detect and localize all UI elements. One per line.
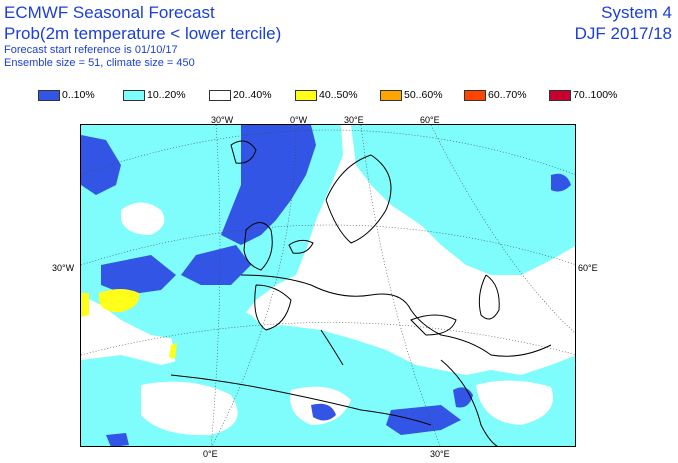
parallel-south [81,322,575,356]
blue-region-south-east [386,405,461,435]
legend-item-60-70: 60..70% [464,89,527,101]
graticule [81,125,575,446]
legend-label: 50..60% [404,89,443,101]
legend-item-50-60: 50..60% [380,89,443,101]
coord-label-right-60e: 60°E [578,263,598,273]
coord-label-top-60e: 60°E [420,115,440,125]
map-canvas [81,125,575,446]
legend-item-20-40: 20..40% [209,89,272,101]
yellow-region-small-2 [169,343,177,359]
coord-label-top-30w: 30°W [211,115,234,125]
legend-swatch [464,89,486,101]
blue-region-bottom-left [106,433,129,446]
yellow-region-small-1 [81,293,89,317]
legend-label: 70..100% [573,89,618,101]
legend-swatch [38,89,60,101]
meridian-0 [211,125,297,446]
white-pocket-1 [121,202,165,235]
parallel-north [81,129,575,176]
subtitle: Prob(2m temperature < lower tercile) [4,24,282,43]
legend-swatch [209,89,231,101]
blue-region-west [101,255,176,295]
cyan-region-mid [171,300,271,380]
white-pocket-6 [476,380,553,425]
meridian-30e [360,125,441,446]
white-pockets [121,133,561,436]
forecast-start-reference: Forecast start reference is 01/10/17 [4,44,178,56]
system-label: System 4 [601,3,672,22]
coord-label-bottom-30e: 30°E [430,449,450,459]
white-pocket-5 [371,275,561,370]
white-pocket-3 [141,381,238,436]
legend-item-0-10: 0..10% [38,89,95,101]
coast-iceland [288,239,314,254]
legend-item-70-100: 70..100% [549,89,617,101]
blue-region-atlantic [181,245,251,285]
ensemble-size: Ensemble size = 51, climate size = 450 [4,57,195,69]
legend-swatch [295,89,317,101]
cyan-region-north-east [351,125,575,275]
coast-italy [320,329,344,366]
blue-regions [81,125,571,446]
coast-greenland [230,140,257,164]
legend-label: 40..50% [319,89,358,101]
blue-region-north [221,125,316,245]
coord-label-top-0w: 0°W [290,115,308,125]
legend-swatch [123,89,145,101]
title: ECMWF Seasonal Forecast [4,3,215,22]
coord-label-bottom-0e: 0°E [203,449,218,459]
legend-label: 20..40% [233,89,272,101]
coast-north-africa [170,374,432,426]
legend-label: 0..10% [62,89,95,101]
coast-british-isles [243,222,273,271]
blue-region-far-east [551,173,571,192]
legend-label: 60..70% [488,89,527,101]
legend-swatch [549,89,571,101]
meridian-30w [210,125,221,446]
coast-iberia [254,284,292,331]
coast-caspian [478,274,500,320]
legend-item-10-20: 10..20% [123,89,186,101]
coord-label-left-30w: 30°W [52,263,75,273]
coast-black-sea [410,314,457,336]
yellow-region-west [99,289,140,313]
season-label: DJF 2017/18 [574,24,672,43]
probability-map [80,124,576,447]
legend-swatch [380,89,402,101]
legend-label: 10..20% [147,89,186,101]
coast-scandinavia [325,154,392,244]
blue-region-nw [81,135,121,195]
yellow-regions [81,289,177,359]
blue-region-mid [311,403,336,421]
coord-label-top-30e: 30°E [344,115,364,125]
coast-middle-east [440,359,498,446]
coastlines [170,140,552,446]
coast-europe [240,274,552,357]
legend-item-40-50: 40..50% [295,89,358,101]
meridian-60e [430,125,575,334]
